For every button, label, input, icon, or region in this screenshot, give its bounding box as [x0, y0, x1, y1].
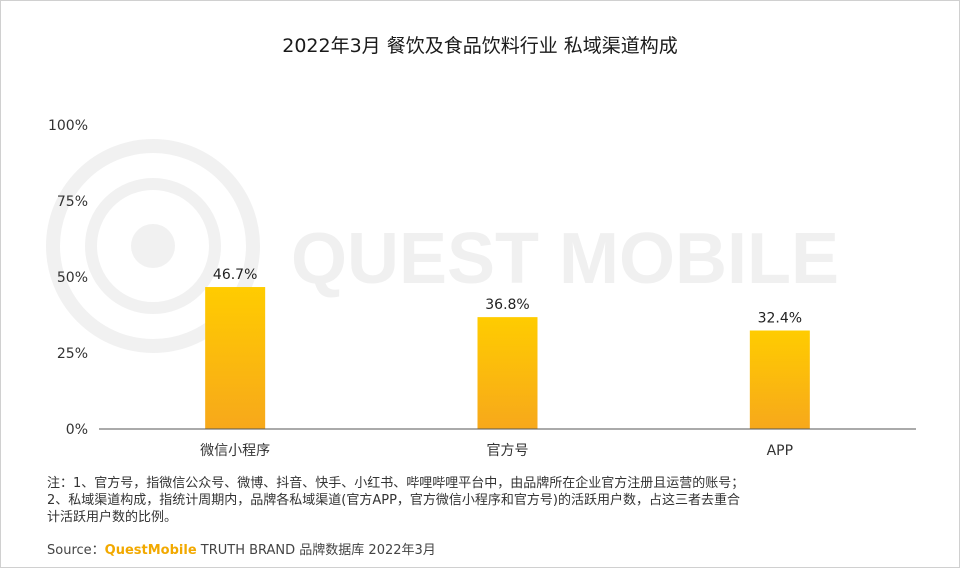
data-label: 46.7%: [213, 267, 257, 283]
questmobile-logo: QuestMobile: [104, 543, 197, 558]
source-line: Source：QuestMobile TRUTH BRAND 品牌数据库 202…: [47, 539, 436, 558]
chart-title: 2022年3月 餐饮及食品饮料行业 私域渠道构成: [282, 35, 678, 57]
source-text: TRUTH BRAND 品牌数据库 2022年3月: [196, 543, 436, 558]
x-tick-label: 官方号: [487, 443, 529, 459]
footnote-line: 计活跃用户数的比例。: [47, 510, 178, 525]
y-tick-label: 25%: [57, 346, 88, 362]
footnote-line: 注：1、官方号，指微信公众号、微博、抖音、快手、小红书、哔哩哔哩平台中，由品牌所…: [47, 476, 745, 491]
data-label: 32.4%: [758, 311, 802, 327]
watermark-text: QUEST MOBILE: [291, 219, 839, 299]
footnote-line: 2、私域渠道构成，指统计周期内，品牌各私域渠道(官方APP，官方微信小程序和官方…: [47, 493, 740, 508]
x-tick-label: APP: [767, 443, 793, 459]
y-tick-label: 100%: [48, 118, 88, 134]
data-label: 36.8%: [485, 297, 529, 313]
y-tick-label: 0%: [66, 422, 88, 438]
bar: [477, 317, 538, 429]
bar-chart: QUEST MOBILE 0% 25% 50% 75% 100% 46.7% 微信小程序 3…: [46, 118, 916, 459]
y-tick-label: 75%: [57, 194, 88, 210]
y-tick-label: 50%: [57, 270, 88, 286]
footnotes: 注：1、官方号，指微信公众号、微博、抖音、快手、小红书、哔哩哔哩平台中，由品牌所…: [47, 475, 917, 526]
watermark: QUEST MOBILE: [46, 139, 839, 353]
source-label: Source：: [47, 543, 105, 558]
bar: [749, 330, 810, 429]
x-tick-label: 微信小程序: [200, 443, 270, 459]
bar: [205, 287, 266, 429]
